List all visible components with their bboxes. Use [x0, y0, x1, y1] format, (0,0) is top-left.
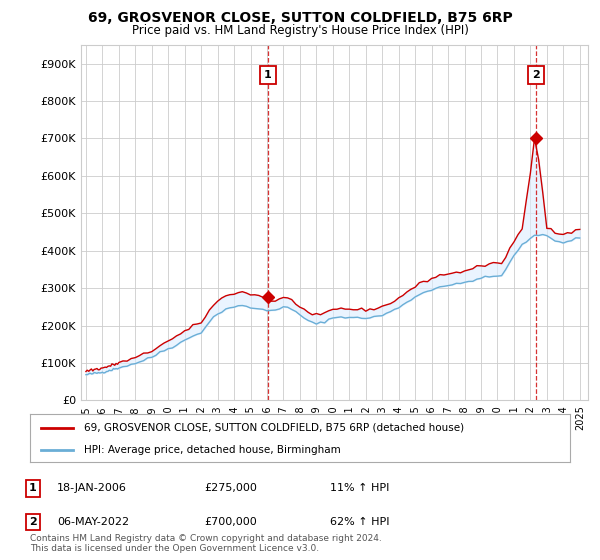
Text: £700,000: £700,000 — [204, 517, 257, 527]
Text: 69, GROSVENOR CLOSE, SUTTON COLDFIELD, B75 6RP (detached house): 69, GROSVENOR CLOSE, SUTTON COLDFIELD, B… — [84, 423, 464, 433]
Text: 1: 1 — [264, 70, 272, 80]
Text: 06-MAY-2022: 06-MAY-2022 — [57, 517, 129, 527]
Text: 2: 2 — [29, 517, 37, 527]
Text: 18-JAN-2006: 18-JAN-2006 — [57, 483, 127, 493]
Text: Price paid vs. HM Land Registry's House Price Index (HPI): Price paid vs. HM Land Registry's House … — [131, 24, 469, 36]
Text: Contains HM Land Registry data © Crown copyright and database right 2024.
This d: Contains HM Land Registry data © Crown c… — [30, 534, 382, 553]
Text: 69, GROSVENOR CLOSE, SUTTON COLDFIELD, B75 6RP: 69, GROSVENOR CLOSE, SUTTON COLDFIELD, B… — [88, 11, 512, 25]
Text: 62% ↑ HPI: 62% ↑ HPI — [330, 517, 389, 527]
Text: 2: 2 — [532, 70, 540, 80]
Text: 1: 1 — [29, 483, 37, 493]
Text: £275,000: £275,000 — [204, 483, 257, 493]
Text: 11% ↑ HPI: 11% ↑ HPI — [330, 483, 389, 493]
Text: HPI: Average price, detached house, Birmingham: HPI: Average price, detached house, Birm… — [84, 445, 341, 455]
